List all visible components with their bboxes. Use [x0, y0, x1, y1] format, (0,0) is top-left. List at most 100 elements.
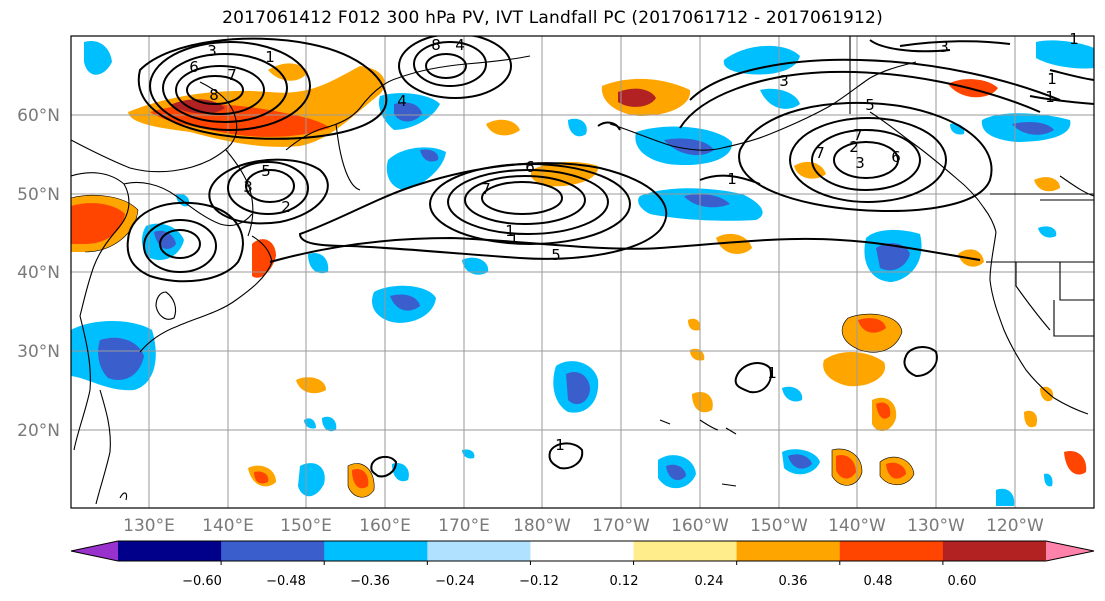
colorbar-tick-label: −0.48: [266, 574, 306, 589]
shade-positive: [252, 239, 276, 278]
contour-label: 5: [551, 246, 561, 264]
colorbar-segment: [324, 541, 428, 561]
shade-negative: [566, 371, 590, 405]
lon-tick-label: 150°E: [280, 516, 332, 536]
contour-label: 8: [209, 86, 219, 104]
shade-positive: [690, 348, 705, 361]
pv-contour: [143, 219, 217, 273]
colorbar-segment: [427, 541, 531, 561]
contour-label: 1: [509, 230, 519, 248]
lon-tick-label: 160°W: [671, 516, 729, 536]
shade-negative: [462, 449, 475, 459]
colorbar-segment: [118, 541, 222, 561]
contour-label: 3: [855, 154, 865, 172]
contour-label: 2: [849, 138, 859, 156]
shade-negative: [98, 337, 144, 380]
contour-label: 4: [455, 36, 465, 54]
colorbar-tick-label: 0.48: [864, 574, 893, 589]
shade-negative: [568, 118, 587, 137]
shade-negative: [664, 138, 714, 156]
pv-contour: [447, 169, 609, 235]
contour-label: 1: [1069, 30, 1079, 48]
contour-label: 2: [281, 198, 291, 216]
colorbar-segment: [633, 541, 738, 561]
lon-tick-label: 120°W: [986, 516, 1044, 536]
contour-label: 1: [727, 170, 737, 188]
lat-tick-label: 60°N: [17, 106, 60, 126]
pv-contour: [903, 346, 938, 378]
shade-positive: [1024, 410, 1038, 428]
pv-contour: [159, 229, 201, 259]
shade-positive: [858, 318, 886, 333]
pv-contour: [162, 53, 288, 123]
pv-contour: [811, 129, 921, 191]
lon-tick-label: 140°W: [828, 516, 886, 536]
lat-tick-label: 40°N: [17, 263, 60, 283]
shade-negative: [390, 294, 420, 311]
pv-contour: [548, 442, 584, 470]
contour-label: 6: [525, 158, 535, 176]
shade-positive: [352, 468, 369, 489]
pv-contour: [464, 175, 586, 225]
colorbar-tick-label: −0.24: [435, 574, 475, 589]
contour-label: 1: [555, 436, 565, 454]
colorbar-outline: [70, 540, 1095, 562]
pv-contour: [149, 41, 311, 131]
colorbar-tick-label: −0.60: [182, 574, 222, 589]
shade-negative: [760, 88, 800, 109]
pv-contour: [789, 117, 947, 203]
shade-negative: [1038, 226, 1057, 238]
shade-negative: [420, 149, 439, 162]
colorbar-tick-label: 0.24: [695, 574, 724, 589]
pv-contour: [245, 169, 295, 203]
pv-contour: [137, 37, 388, 140]
colorbar-tick-label: −0.36: [350, 574, 390, 589]
shade-negative: [788, 454, 812, 469]
lon-tick-label: 130°E: [123, 516, 175, 536]
contour-label: 5: [865, 96, 875, 114]
shade-positive: [618, 88, 656, 107]
contour-label: 5: [261, 162, 271, 180]
pv-contour: [175, 65, 265, 115]
shade-positive: [823, 351, 886, 387]
colorbar-segment: [942, 541, 1047, 561]
shade-negative: [394, 102, 422, 122]
figure-title: 2017061412 F012 300 hPa PV, IVT Landfall…: [222, 8, 883, 28]
pv-contour: [425, 53, 467, 79]
pv-contour: [869, 39, 951, 53]
contour-label: 6: [891, 148, 901, 166]
colorbar-tick-label: −0.12: [519, 574, 559, 589]
shade-negative: [298, 463, 325, 497]
contour-label: 7: [853, 126, 863, 144]
shade-positive: [254, 471, 269, 484]
pv-contour: [227, 161, 309, 215]
pv-contours: [126, 36, 1094, 478]
contour-label: 7: [227, 66, 237, 84]
contour-label: 3: [939, 38, 949, 56]
lon-tick-label: 130°W: [907, 516, 965, 536]
pv-contour: [481, 181, 563, 215]
lat-tick-label: 50°N: [17, 185, 60, 205]
shade-negative: [996, 488, 1015, 506]
contour-label: 4: [397, 92, 407, 110]
contour-label: 3: [779, 72, 789, 90]
pv-contour: [734, 362, 772, 394]
lon-tick-label: 180°W: [513, 516, 571, 536]
coastlines: [71, 36, 1094, 505]
colorbar-extend-high: [1046, 541, 1094, 561]
ivt-shading: [71, 40, 1094, 506]
contour-label: 1: [265, 48, 275, 66]
shade-negative: [782, 386, 803, 402]
pv-contour: [689, 58, 1061, 101]
contour-label: 8: [431, 36, 441, 54]
colorbar-labels: −0.60 −0.48 −0.36 −0.24 −0.12 0.12 0.24 …: [182, 574, 976, 589]
contour-label: 7: [481, 180, 491, 198]
contour-label: 1: [767, 364, 777, 382]
shade-positive: [876, 402, 891, 419]
colorbar-tick-label: 0.60: [948, 574, 977, 589]
shade-positive: [71, 203, 125, 244]
colorbar-segment: [221, 541, 325, 561]
lon-tick-label: 170°W: [592, 516, 650, 536]
colorbar-segment: [839, 541, 944, 561]
